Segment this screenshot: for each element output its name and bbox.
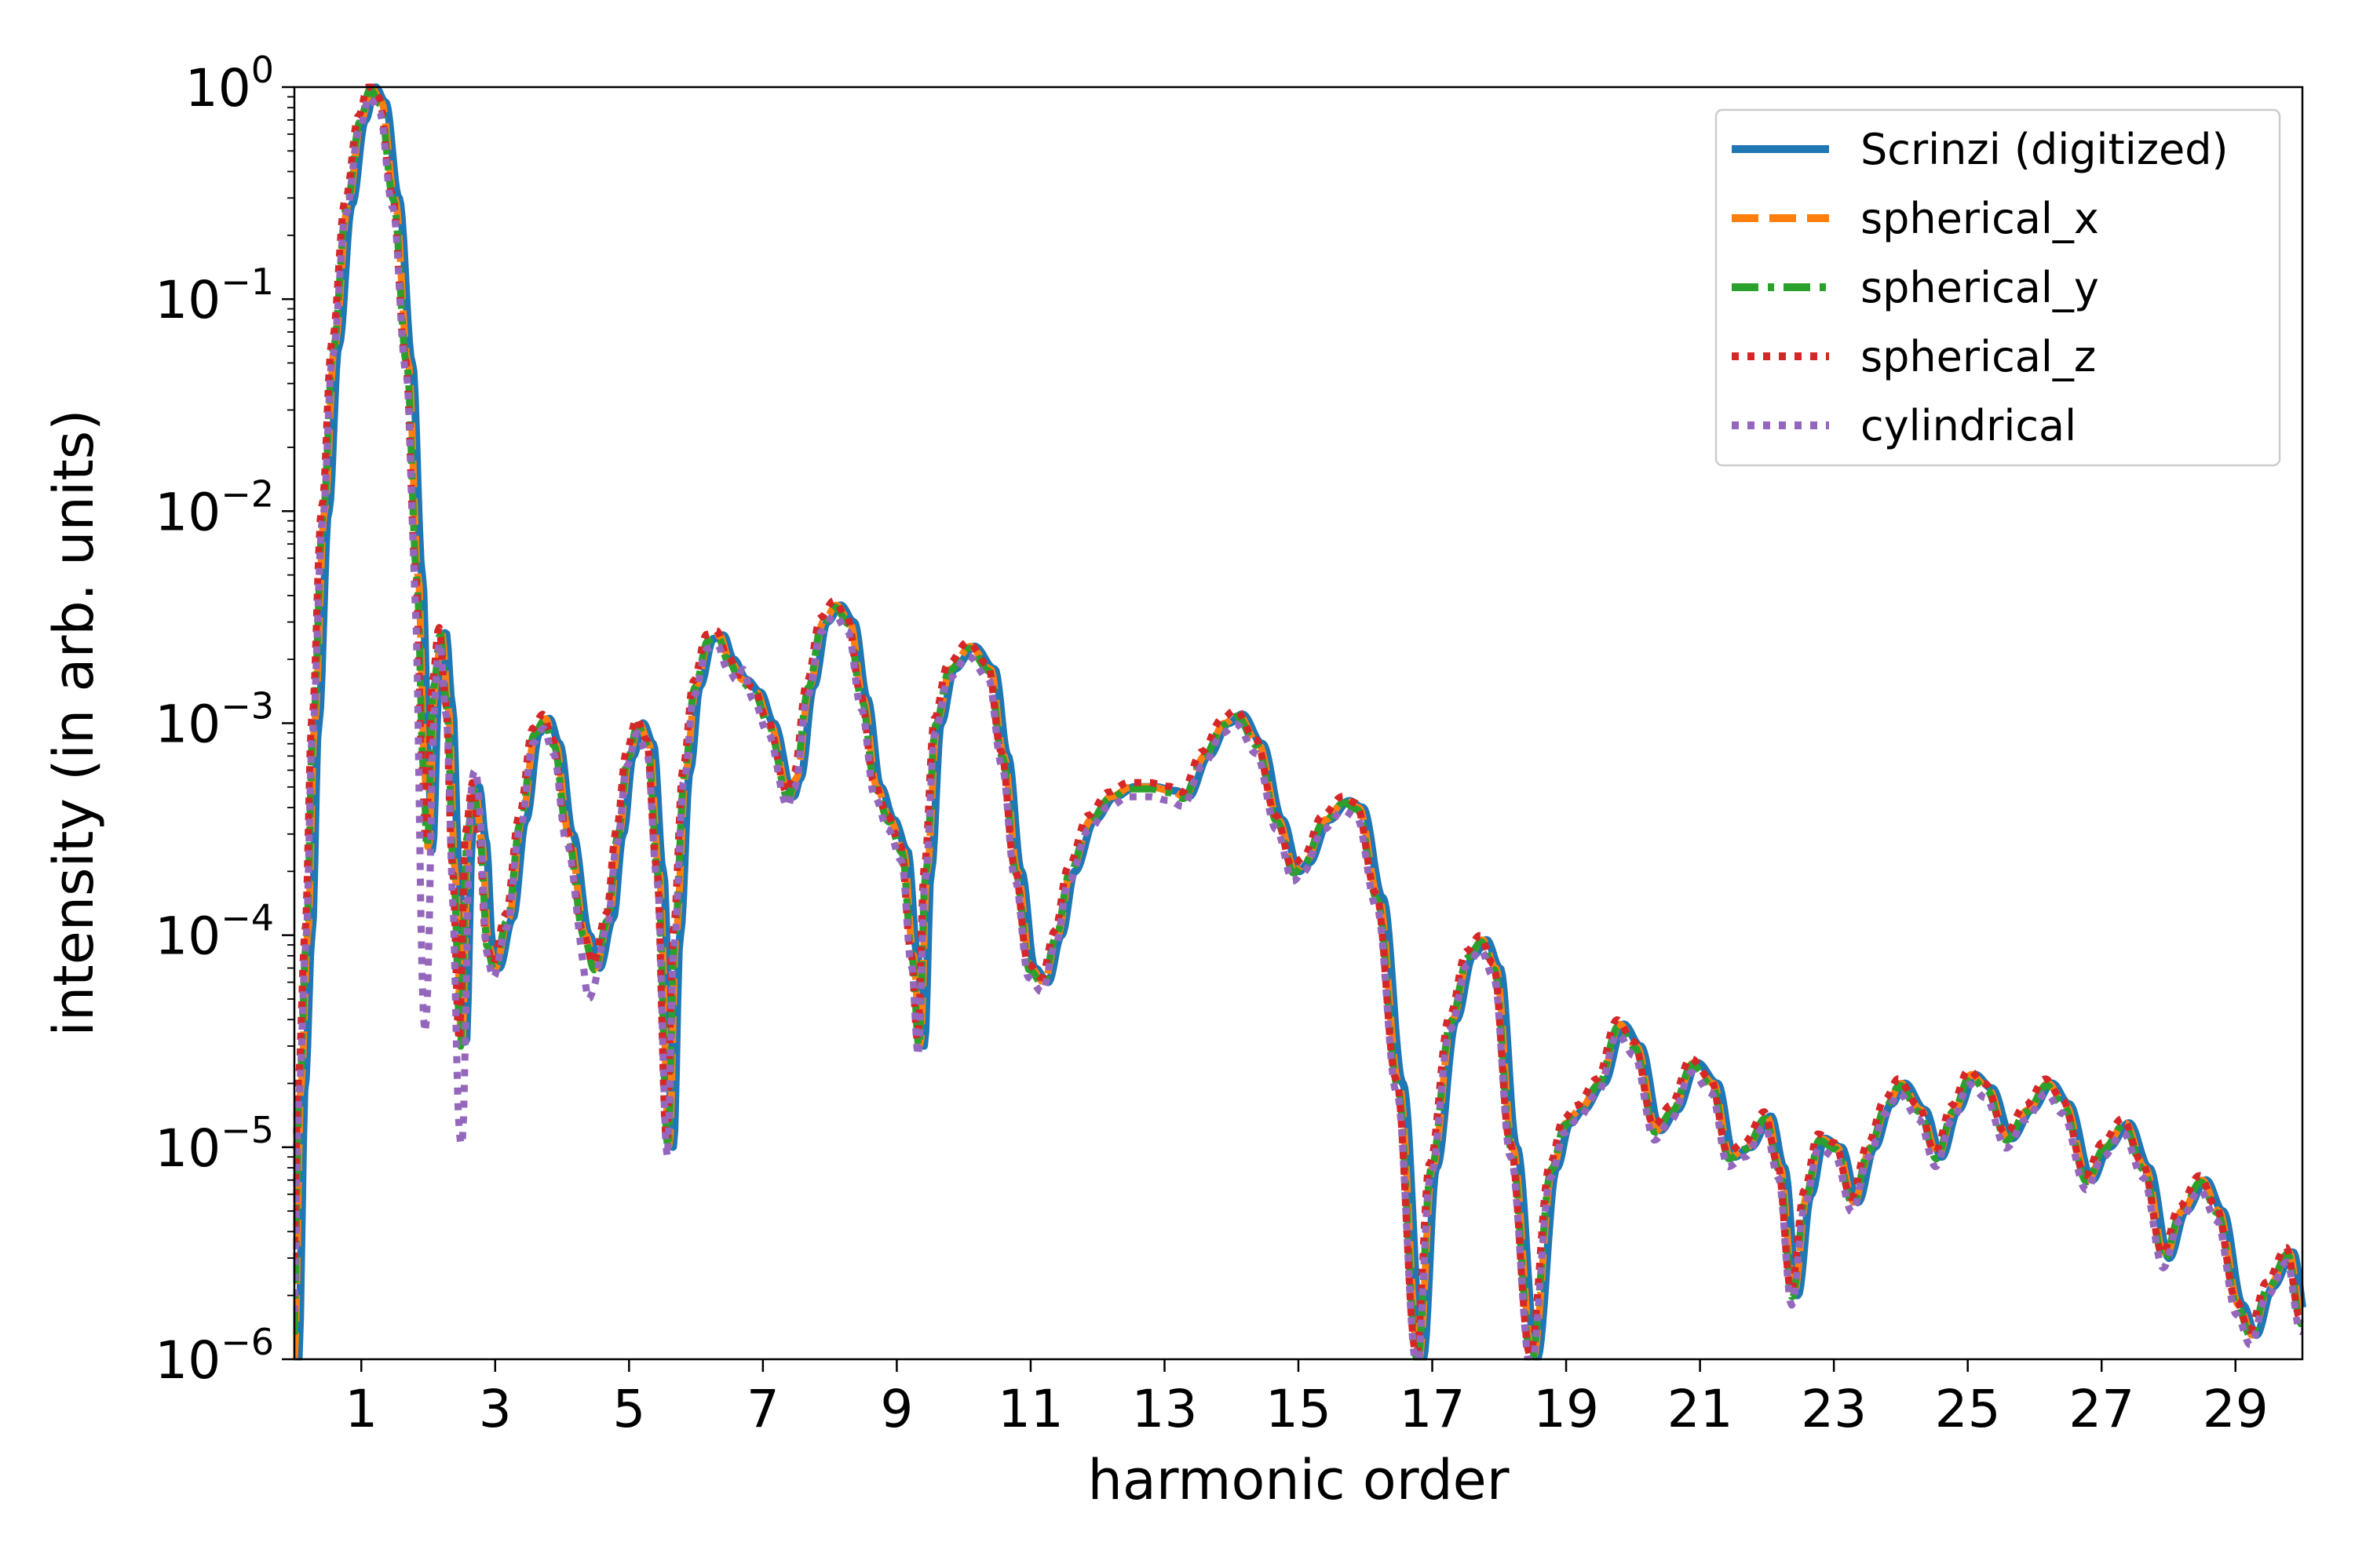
bottom-mask: [0, 1360, 2355, 1568]
x-tick-label: 11: [998, 1379, 1064, 1439]
series-line-spherical_z: [290, 83, 2305, 1358]
x-tick-label: 21: [1667, 1379, 1733, 1439]
x-tick-label: 5: [612, 1379, 645, 1439]
x-tick-label: 25: [1935, 1379, 2001, 1439]
legend-label: cylindrical: [1860, 401, 2076, 450]
x-tick-label: 27: [2068, 1379, 2134, 1439]
y-tick-label: 10−2: [155, 472, 274, 542]
y-tick-label: 10−5: [155, 1109, 274, 1179]
y-tick-label: 10−1: [155, 261, 274, 330]
y-axis-ticks: 10−6 10−5 10−4 10−3 10−2 10−1 100: [155, 49, 294, 1391]
y-tick-label: 10−6: [155, 1321, 274, 1391]
x-tick-label: 17: [1400, 1379, 1466, 1439]
x-tick-label: 23: [1801, 1379, 1867, 1439]
legend-box: [1714, 108, 2281, 467]
legend-label: spherical_z: [1860, 332, 2096, 381]
legend-label: Scrinzi (digitized): [1860, 125, 2229, 174]
x-tick-label: 15: [1265, 1379, 1331, 1439]
x-axis-ticks: 1 3 5 7 9 11 13 15 17 19 21 23 25 27 29: [345, 1359, 2269, 1439]
x-tick-label: 29: [2203, 1379, 2269, 1439]
y-tick-label: 100: [185, 49, 274, 119]
x-tick-label: 19: [1533, 1379, 1599, 1439]
legend-label: spherical_x: [1860, 194, 2099, 243]
x-tick-label: 1: [345, 1379, 378, 1439]
x-tick-label: 9: [880, 1379, 913, 1439]
x-tick-label: 7: [747, 1379, 780, 1439]
x-axis-label: harmonic order: [1087, 1448, 1509, 1512]
y-tick-label: 10−4: [155, 897, 274, 967]
y-tick-label: 10−3: [155, 685, 274, 755]
x-tick-label: 3: [479, 1379, 512, 1439]
series-line-spherical_y: [290, 85, 2305, 1363]
left-mask: [0, 0, 294, 1568]
y-axis-label: intensity (in arb. units): [42, 409, 106, 1036]
legend-label: spherical_y: [1860, 263, 2099, 312]
legend: Scrinzi (digitized) spherical_x spherical_…: [1714, 108, 2281, 467]
x-tick-label: 13: [1131, 1379, 1197, 1439]
series-line-cylindrical: [290, 93, 2305, 1363]
